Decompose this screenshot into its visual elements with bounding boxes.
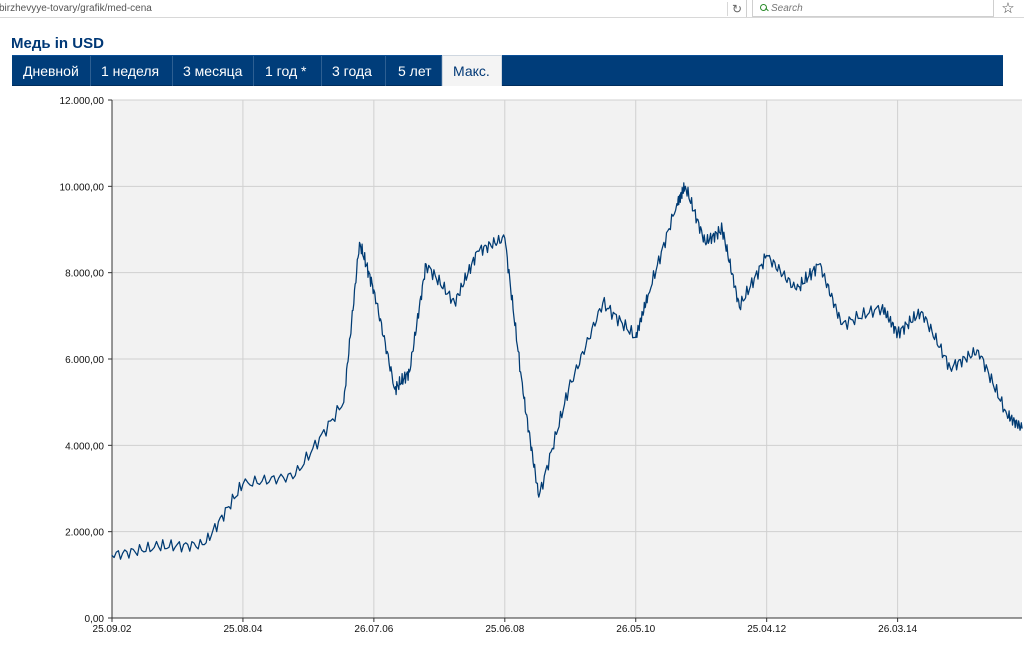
tab-3-years[interactable]: 3 года bbox=[322, 56, 386, 87]
y-tick-label: 8.000,00 bbox=[65, 269, 104, 280]
tab-5-years[interactable]: 5 лет bbox=[386, 56, 442, 87]
x-tick-label: 26.03.14 bbox=[878, 624, 917, 635]
y-tick-label: 6.000,00 bbox=[65, 355, 104, 366]
search-icon bbox=[759, 3, 769, 13]
line-chart-svg: 0,00 2.000,00 4.000,00 6.000,00 8.000,00 10.0… bbox=[60, 96, 1023, 635]
tab-3-months[interactable]: 3 месяца bbox=[173, 56, 254, 87]
x-tick-label: 26.05.10 bbox=[616, 624, 655, 635]
tab-1-week[interactable]: 1 неделя bbox=[91, 56, 173, 87]
x-tick-label: 25.09.02 bbox=[93, 624, 132, 635]
y-tick-label: 4.000,00 bbox=[65, 441, 104, 452]
browser-toolbar: birzhevyye-tovary/grafik/med-cena ↻ Sear… bbox=[0, 0, 1024, 18]
reload-icon[interactable]: ↻ bbox=[727, 2, 746, 16]
y-tick-label: 10.000,00 bbox=[60, 182, 105, 193]
url-text: birzhevyye-tovary/grafik/med-cena bbox=[0, 3, 152, 14]
y-tick-label: 12.000,00 bbox=[60, 96, 105, 107]
copper-price-line bbox=[111, 182, 1023, 560]
range-tab-bar: Дневной 1 неделя 3 месяца 1 год * 3 года… bbox=[12, 55, 1003, 87]
y-tick-label: 2.000,00 bbox=[65, 528, 104, 539]
address-bar[interactable]: birzhevyye-tovary/grafik/med-cena bbox=[0, 0, 747, 17]
x-tick-label: 26.07.06 bbox=[354, 624, 393, 635]
search-placeholder: Search bbox=[771, 2, 803, 14]
star-icon[interactable]: ☆ bbox=[1001, 0, 1015, 17]
tab-1-year[interactable]: 1 год * bbox=[254, 56, 322, 87]
page-title: Медь in USD bbox=[11, 35, 104, 52]
tab-max[interactable]: Макс. bbox=[442, 55, 502, 87]
search-input[interactable]: Search bbox=[752, 0, 994, 17]
tab-daily[interactable]: Дневной bbox=[12, 56, 91, 87]
copper-price-chart: 0,00 2.000,00 4.000,00 6.000,00 8.000,00 10.0… bbox=[28, 86, 1024, 666]
y-tick-label: 0,00 bbox=[85, 614, 105, 625]
x-tick-label: 25.04.12 bbox=[747, 624, 786, 635]
x-tick-label: 25.06.08 bbox=[485, 624, 524, 635]
x-tick-label: 25.08.04 bbox=[223, 624, 262, 635]
